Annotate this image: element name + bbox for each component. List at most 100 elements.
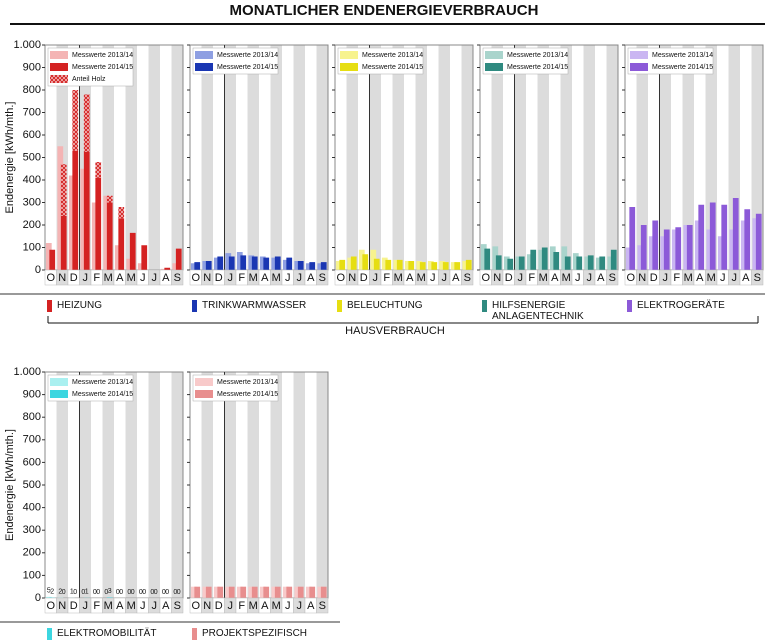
value-label: 0: [62, 589, 66, 596]
value-label: 1: [70, 589, 74, 596]
bar: [362, 254, 369, 270]
legend-swatch: [630, 51, 648, 59]
bar: [248, 255, 255, 270]
x-tick-label: D: [215, 600, 223, 612]
stripe: [491, 45, 503, 270]
bar: [137, 263, 144, 270]
category-cell: [171, 597, 184, 614]
value-label: 0: [173, 589, 177, 596]
bar: [228, 586, 235, 598]
y-tick-label: 400: [23, 502, 41, 514]
bar: [518, 256, 525, 270]
bar: [172, 263, 179, 270]
bar: [553, 252, 560, 270]
value-label: 2: [50, 588, 54, 595]
legend-swatch: [340, 63, 358, 71]
legend-label: Messwerte 2014/15: [652, 64, 713, 71]
x-tick-label: J: [285, 272, 291, 284]
category-cell: [461, 269, 474, 286]
stripe: [56, 372, 68, 598]
bar: [752, 218, 759, 270]
x-tick-label: J: [373, 272, 379, 284]
bar: [60, 216, 67, 270]
bar: [68, 175, 75, 270]
legend-swatch: [195, 390, 213, 398]
x-tick-label: M: [104, 272, 113, 284]
panel-swatch: [47, 628, 52, 640]
legend-swatch: [485, 51, 503, 59]
bar: [320, 586, 327, 598]
panel-label: HEIZUNG: [57, 300, 102, 311]
bar: [49, 249, 56, 270]
stripe: [636, 45, 648, 270]
bar: [225, 253, 232, 270]
legend-swatch: [340, 51, 358, 59]
bar: [530, 249, 537, 270]
x-tick-label: M: [127, 600, 136, 612]
group-label-bg: [350, 324, 440, 338]
value-label: 0: [150, 589, 154, 596]
value-label: 2: [58, 588, 62, 595]
bar: [373, 258, 380, 270]
bar: [118, 218, 125, 270]
x-tick-label: A: [696, 272, 704, 284]
bar: [297, 261, 304, 270]
x-tick-label: O: [191, 272, 200, 284]
bar: [217, 586, 224, 598]
stripe: [125, 45, 137, 270]
x-tick-label: M: [684, 272, 693, 284]
bar: [240, 586, 247, 598]
x-tick-label: N: [638, 272, 646, 284]
bar: [282, 259, 289, 270]
bar: [205, 586, 212, 598]
x-tick-label: J: [663, 272, 669, 284]
bar: [648, 236, 655, 270]
stripe: [438, 45, 450, 270]
bar: [251, 256, 258, 270]
bar: [320, 262, 327, 270]
bar: [480, 244, 487, 270]
panel-swatch: [482, 300, 487, 312]
stripe: [224, 372, 236, 598]
bar: [297, 586, 304, 598]
x-tick-label: D: [650, 272, 658, 284]
stripe: [514, 45, 526, 270]
bar: [213, 257, 220, 270]
x-tick-label: J: [518, 272, 524, 284]
stripe: [293, 372, 305, 598]
bar: [503, 256, 510, 270]
bar: [175, 248, 182, 270]
value-label: 0: [154, 589, 158, 596]
legend-swatch: [50, 390, 68, 398]
bar: [370, 249, 377, 270]
x-tick-label: J: [83, 272, 89, 284]
x-tick-label: A: [307, 600, 315, 612]
stripe: [392, 45, 404, 270]
bar: [294, 586, 301, 598]
y-tick-label: 600: [23, 456, 41, 468]
x-tick-label: S: [319, 272, 326, 284]
x-tick-label: M: [104, 600, 113, 612]
bar: [294, 261, 301, 270]
bar: [118, 207, 125, 219]
x-tick-label: A: [551, 272, 559, 284]
y-tick-label: 1.000: [13, 366, 41, 378]
bar: [675, 227, 682, 270]
x-tick-label: M: [417, 272, 426, 284]
bar: [717, 236, 724, 270]
bar: [271, 257, 278, 270]
bar: [576, 256, 583, 270]
panel-swatch: [192, 300, 197, 312]
bar: [660, 236, 667, 270]
value-label: 0: [139, 589, 143, 596]
x-tick-label: A: [162, 272, 170, 284]
bar: [671, 229, 678, 270]
bar: [240, 255, 247, 270]
value-label: 3: [108, 588, 112, 595]
bar: [507, 258, 514, 270]
x-tick-label: A: [162, 600, 170, 612]
x-tick-label: D: [215, 272, 223, 284]
bar: [164, 267, 171, 270]
bar: [95, 177, 102, 270]
